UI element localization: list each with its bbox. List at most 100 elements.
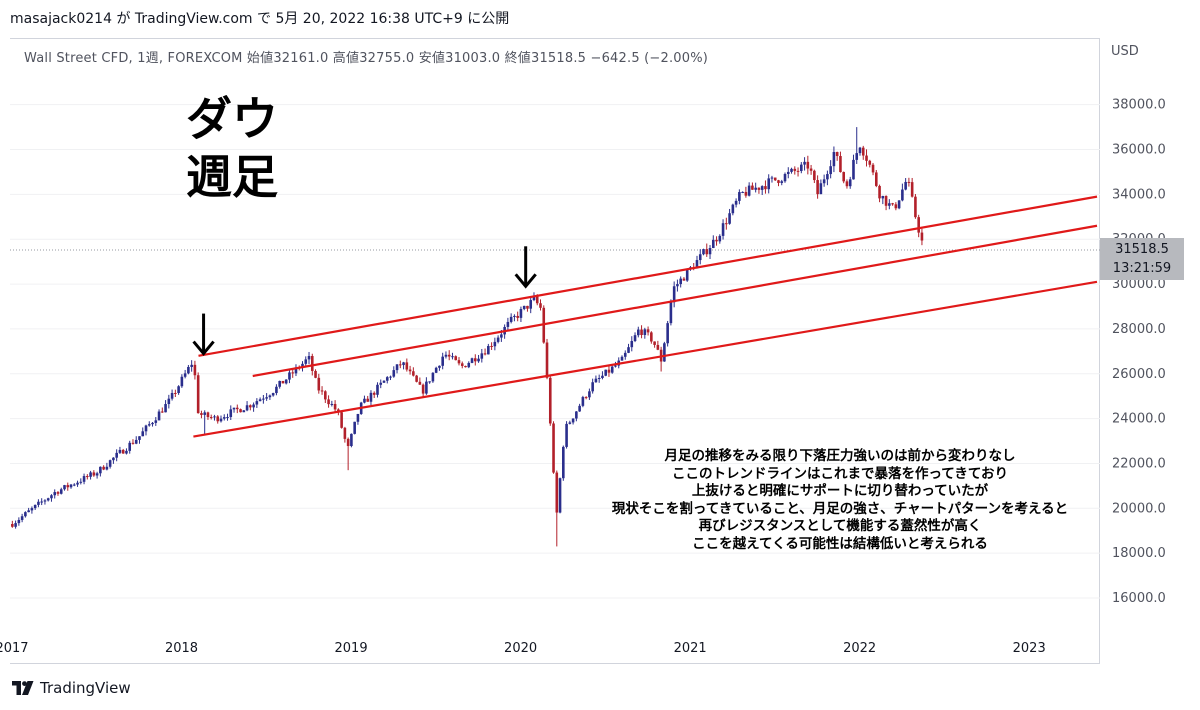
candle-body xyxy=(363,398,366,403)
candle xyxy=(183,369,187,379)
candle-body xyxy=(591,382,594,392)
candle-body xyxy=(767,178,771,190)
candle-body xyxy=(695,260,699,269)
candle xyxy=(86,474,89,480)
candle xyxy=(262,394,265,404)
candle-body xyxy=(14,523,17,527)
candle-body xyxy=(679,278,682,285)
candle-body xyxy=(350,433,353,447)
arrow-head xyxy=(192,340,215,356)
candle-body xyxy=(46,498,50,501)
down-arrow-icon xyxy=(514,246,537,289)
candle xyxy=(242,409,246,413)
candle xyxy=(128,440,132,454)
candle-body xyxy=(594,378,598,383)
candle xyxy=(813,169,816,184)
candle-body xyxy=(20,516,24,520)
candle xyxy=(548,375,552,426)
candle-body xyxy=(633,335,637,342)
candle-body xyxy=(715,239,718,242)
candle xyxy=(63,484,66,491)
candle xyxy=(232,407,236,413)
candle xyxy=(519,306,523,322)
candle-body xyxy=(200,413,203,415)
candle xyxy=(164,400,167,413)
candle xyxy=(138,436,141,444)
candle xyxy=(897,200,901,210)
candle-body xyxy=(741,191,744,193)
candle-body xyxy=(216,416,220,422)
candle-body xyxy=(408,369,412,372)
candle-body xyxy=(894,204,898,209)
candle-body xyxy=(239,409,242,413)
chart-pane[interactable] xyxy=(10,38,1100,664)
candle xyxy=(43,499,47,505)
candle-body xyxy=(513,315,516,317)
candle-body xyxy=(822,179,826,184)
candle-body xyxy=(705,249,709,255)
candle xyxy=(17,517,21,526)
candle-body xyxy=(473,358,477,362)
candle xyxy=(865,149,868,167)
tradingview-logo-icon xyxy=(12,681,34,695)
candle-body xyxy=(650,332,653,342)
candle-body xyxy=(884,195,888,206)
x-tick-label: 2018 xyxy=(165,641,198,656)
candle-body xyxy=(855,153,859,160)
candle xyxy=(33,504,37,510)
candle xyxy=(245,401,249,412)
candle-body xyxy=(53,492,57,496)
candle-body xyxy=(676,284,679,287)
candle xyxy=(884,195,888,211)
y-tick-label: 26000.0 xyxy=(1112,367,1166,382)
candle-body xyxy=(480,353,484,359)
candle xyxy=(874,170,878,188)
candle xyxy=(633,332,637,343)
candle-body xyxy=(281,380,285,384)
candle-body xyxy=(747,185,751,196)
candle-body xyxy=(897,200,901,209)
candle-body xyxy=(702,249,705,255)
last-price-tag: 31518.5 13:21:59 xyxy=(1100,238,1184,280)
candle-body xyxy=(483,353,487,355)
candle-body xyxy=(562,446,565,479)
candle-body xyxy=(108,460,112,467)
candle-body xyxy=(464,365,467,368)
candle xyxy=(408,365,412,375)
candle-body xyxy=(372,392,376,395)
candle-body xyxy=(575,411,578,419)
candle-body xyxy=(607,369,611,373)
candle-body xyxy=(568,422,572,424)
candle xyxy=(676,279,679,292)
candle-body xyxy=(646,329,650,333)
candle-body xyxy=(881,195,885,199)
candle-body xyxy=(196,375,200,414)
candle-body xyxy=(842,172,845,182)
candle-body xyxy=(496,337,500,342)
candle-body xyxy=(835,152,839,157)
candle-body xyxy=(249,405,252,408)
price-axis: 16000.0 18000.0 20000.0 22000.0 24000.0 26000… xyxy=(1112,98,1166,606)
title-line: ダウ xyxy=(186,92,278,146)
candle-body xyxy=(819,183,823,195)
candle-body xyxy=(271,393,275,396)
candle xyxy=(910,177,914,198)
candle xyxy=(350,433,353,448)
candle-body xyxy=(506,321,510,327)
candle xyxy=(157,409,161,421)
candle xyxy=(66,482,70,491)
candle-body xyxy=(307,356,311,360)
candle xyxy=(340,410,343,429)
candle xyxy=(252,402,255,412)
candle-body xyxy=(790,168,793,172)
candle-body xyxy=(392,370,396,377)
candle-body xyxy=(552,423,555,473)
candle-body xyxy=(174,392,177,394)
tradingview-footer[interactable]: TradingView xyxy=(12,679,131,697)
candle-body xyxy=(910,182,914,197)
candle-body xyxy=(738,192,741,201)
candle-body xyxy=(11,524,14,527)
candle-body xyxy=(245,405,249,411)
candle xyxy=(738,189,741,205)
